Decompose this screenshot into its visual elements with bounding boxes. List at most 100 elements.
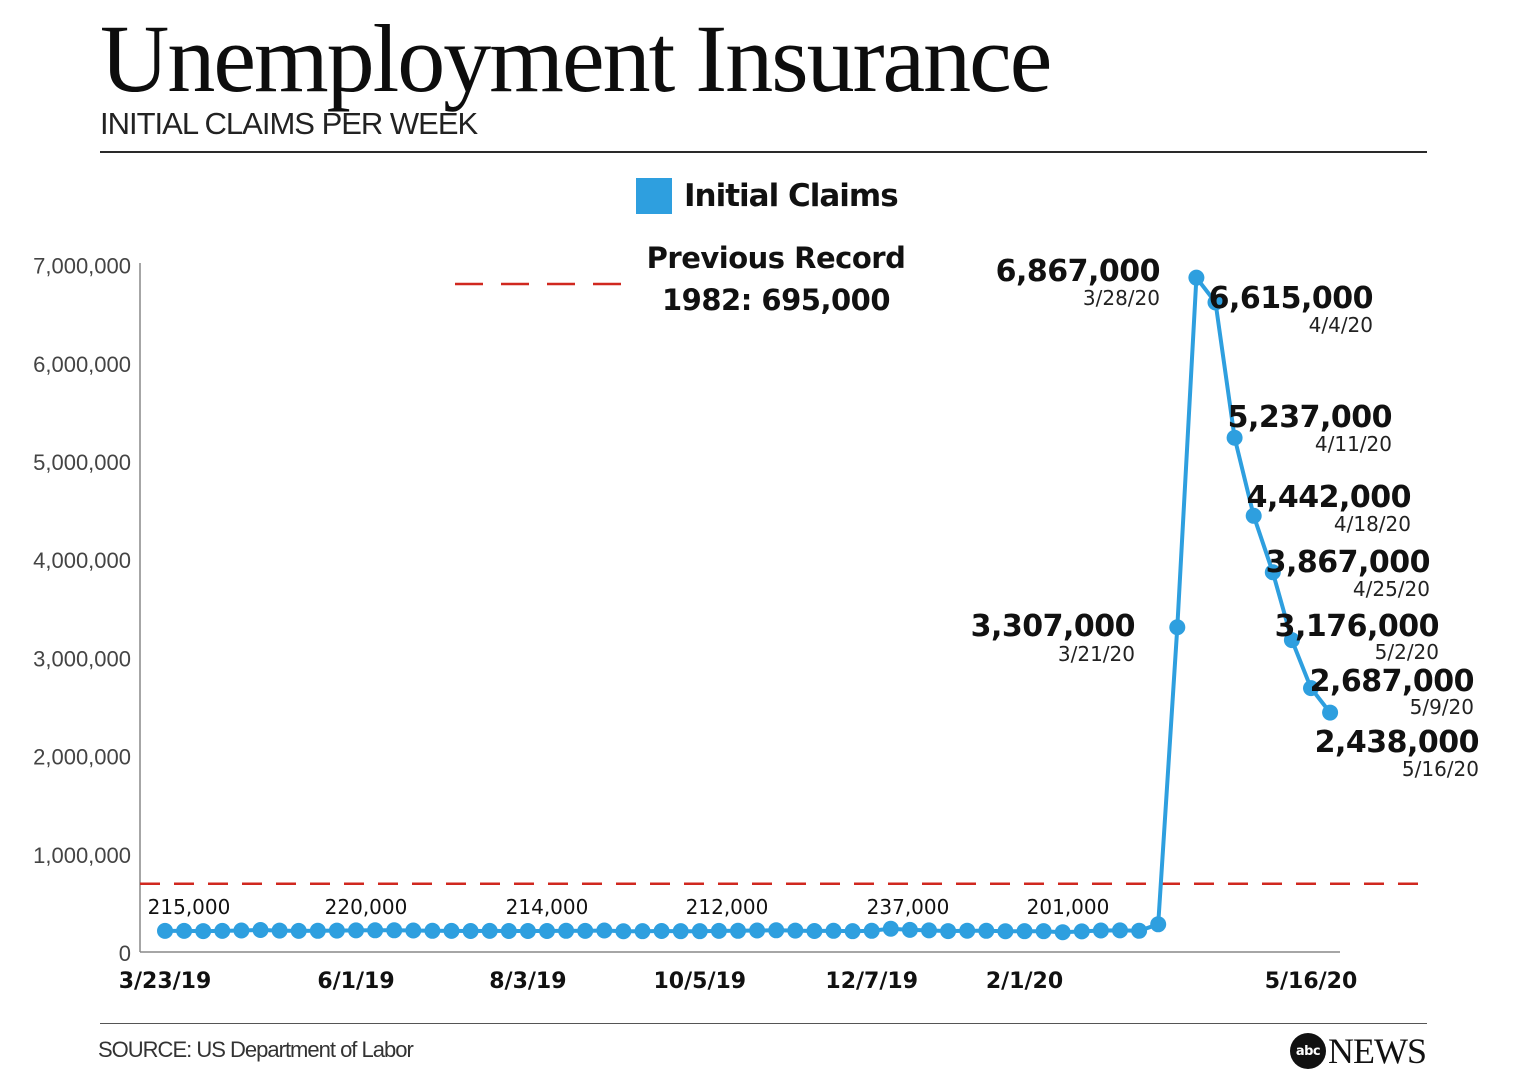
data-date-label: 4/11/20 xyxy=(1315,432,1392,456)
data-point xyxy=(997,923,1014,940)
data-value-label: 212,000 xyxy=(686,895,769,919)
data-date-label: 4/25/20 xyxy=(1353,577,1430,601)
data-date-label: 3/28/20 xyxy=(1083,286,1160,310)
source-note: SOURCE: US Department of Labor xyxy=(98,1037,414,1062)
data-value-label: 3,307,000 xyxy=(971,609,1135,644)
data-point xyxy=(901,921,918,938)
record-label-line2: 1982: 695,000 xyxy=(662,283,890,317)
y-tick-label: 5,000,000 xyxy=(33,450,131,475)
data-point xyxy=(978,922,995,939)
data-point xyxy=(806,922,823,939)
data-point xyxy=(787,922,804,939)
data-value-label: 237,000 xyxy=(867,895,950,919)
data-value-label: 2,438,000 xyxy=(1315,725,1479,760)
data-point xyxy=(825,922,842,939)
data-point xyxy=(367,922,384,939)
y-tick-label: 2,000,000 xyxy=(33,745,131,770)
y-tick-label: 7,000,000 xyxy=(33,254,131,279)
data-point xyxy=(386,922,403,939)
data-point xyxy=(1054,924,1071,941)
series-line-group xyxy=(165,275,1332,935)
record-reference-lines xyxy=(140,282,1428,886)
data-date-label: 4/4/20 xyxy=(1309,313,1373,337)
data-date-label: 5/2/20 xyxy=(1375,640,1439,664)
data-value-label: 3,176,000 xyxy=(1275,609,1439,644)
data-point xyxy=(1207,294,1224,311)
data-point xyxy=(1226,429,1243,446)
data-value-label: 6,615,000 xyxy=(1209,281,1373,316)
data-point xyxy=(882,920,899,937)
data-point xyxy=(1303,680,1319,697)
data-point xyxy=(233,922,250,939)
data-point xyxy=(653,922,670,939)
abc-news-logo: abc NEWS xyxy=(1290,1030,1427,1072)
data-point xyxy=(1150,916,1167,933)
data-point xyxy=(1131,922,1148,939)
x-tick-label: 3/23/19 xyxy=(119,969,212,994)
data-point xyxy=(500,922,517,939)
data-point xyxy=(1035,923,1052,940)
y-tick-label: 0 xyxy=(119,941,131,966)
data-point xyxy=(615,923,632,940)
y-tick-label: 6,000,000 xyxy=(33,352,131,377)
data-point xyxy=(1264,564,1281,581)
line-chart: 0 1,000,000 2,000,000 3,000,000 4,000,000 5,0… xyxy=(33,241,1480,994)
data-point xyxy=(921,922,937,939)
x-tick-label: 5/16/20 xyxy=(1265,969,1358,994)
data-point xyxy=(844,923,861,940)
data-point xyxy=(1092,922,1109,939)
record-label-line1: Previous Record xyxy=(647,241,906,275)
data-point xyxy=(348,922,364,939)
data-labels-group: 215,000 220,000 214,000 212,000 237,000 201,0… xyxy=(148,254,1480,919)
data-point xyxy=(195,923,212,940)
data-point xyxy=(539,922,555,939)
legend-swatch xyxy=(636,178,672,214)
data-date-label: 3/21/20 xyxy=(1058,642,1135,666)
data-point xyxy=(309,922,326,939)
page-subtitle: INITIAL CLAIMS PER WEEK xyxy=(100,106,478,141)
data-point xyxy=(1016,923,1033,940)
data-point xyxy=(405,922,422,939)
data-value-label: 215,000 xyxy=(148,895,231,919)
legend-label: Initial Claims xyxy=(684,178,899,214)
data-point xyxy=(1245,507,1262,524)
data-point xyxy=(1322,704,1339,721)
data-point xyxy=(863,922,880,939)
data-point xyxy=(710,922,727,939)
data-value-label: 4,442,000 xyxy=(1247,480,1411,515)
data-point xyxy=(730,922,746,939)
logo-wordmark: NEWS xyxy=(1328,1031,1427,1071)
chart-legend: Initial Claims xyxy=(636,178,899,214)
data-point xyxy=(271,922,288,939)
data-date-label: 5/9/20 xyxy=(1410,695,1474,719)
data-point xyxy=(1188,269,1205,286)
data-point xyxy=(940,923,957,940)
data-point xyxy=(462,922,479,939)
x-tick-label: 12/7/19 xyxy=(825,969,918,994)
data-point xyxy=(290,922,307,939)
data-point xyxy=(443,922,460,939)
initial-claims-line xyxy=(165,275,1332,935)
x-tick-label: 10/5/19 xyxy=(653,969,746,994)
page-title: Unemployment Insurance xyxy=(100,5,1052,112)
abc-logo-icon: abc xyxy=(1290,1033,1326,1069)
data-value-label: 2,687,000 xyxy=(1310,664,1474,699)
data-point xyxy=(1112,922,1128,939)
data-date-label: 5/16/20 xyxy=(1402,757,1479,781)
x-tick-labels: 3/23/19 6/1/19 8/3/19 10/5/19 12/7/19 2/1/20 5… xyxy=(119,969,1358,994)
data-point xyxy=(596,922,613,939)
data-point xyxy=(558,922,575,939)
data-value-label: 5,237,000 xyxy=(1228,400,1392,435)
y-tick-labels: 0 1,000,000 2,000,000 3,000,000 4,000,000 5,0… xyxy=(33,254,131,966)
y-tick-label: 1,000,000 xyxy=(33,843,131,868)
data-point xyxy=(634,923,651,940)
data-value-label: 201,000 xyxy=(1027,895,1110,919)
x-tick-label: 2/1/20 xyxy=(986,969,1063,994)
data-value-label: 3,867,000 xyxy=(1266,545,1430,580)
x-tick-label: 8/3/19 xyxy=(489,969,566,994)
data-value-label: 214,000 xyxy=(506,895,589,919)
data-point xyxy=(176,922,193,939)
series-points-group xyxy=(157,269,1339,941)
data-point xyxy=(328,922,345,939)
data-point xyxy=(691,923,708,940)
